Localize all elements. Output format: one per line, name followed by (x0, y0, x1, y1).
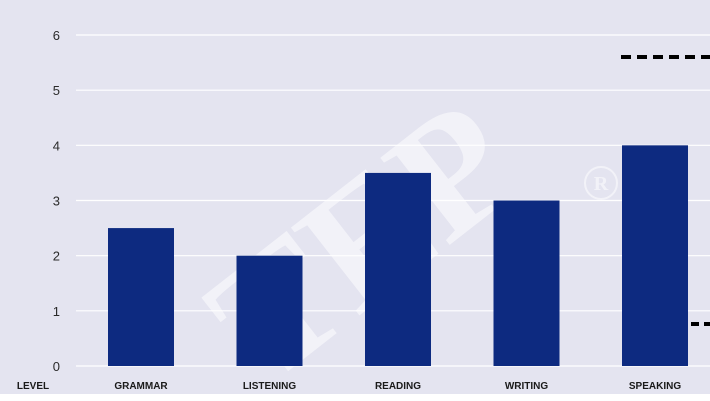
y-tick-label: 3 (53, 194, 60, 209)
bar-listening (236, 255, 303, 366)
bar-reading (365, 172, 431, 366)
registered-mark: R (594, 173, 609, 195)
chart-bottom-strip (0, 394, 710, 401)
x-axis-title: LEVEL (17, 381, 49, 392)
y-axis-ticks: 0 1 2 3 4 5 6 (53, 28, 60, 374)
y-tick-label: 2 (53, 249, 60, 264)
x-tick-label-writing: WRITING (505, 381, 549, 392)
bars (108, 145, 688, 366)
y-tick-label: 1 (53, 304, 60, 319)
y-tick-label: 6 (53, 28, 60, 43)
bar-writing (493, 200, 560, 366)
y-tick-label: 0 (53, 359, 60, 374)
y-tick-label: 4 (53, 138, 60, 153)
x-axis-labels: GRAMMAR LISTENING READING WRITING SPEAKING (114, 381, 681, 392)
x-tick-label-reading: READING (375, 381, 421, 392)
dashed-markers (621, 55, 710, 326)
x-tick-label-speaking: SPEAKING (629, 381, 681, 392)
bar-grammar (108, 228, 174, 366)
registered-mark-circle (584, 166, 618, 200)
x-tick-label-listening: LISTENING (243, 381, 297, 392)
x-tick-label-grammar: GRAMMAR (114, 381, 168, 392)
bar-speaking (622, 145, 688, 366)
y-tick-label: 5 (53, 83, 60, 98)
